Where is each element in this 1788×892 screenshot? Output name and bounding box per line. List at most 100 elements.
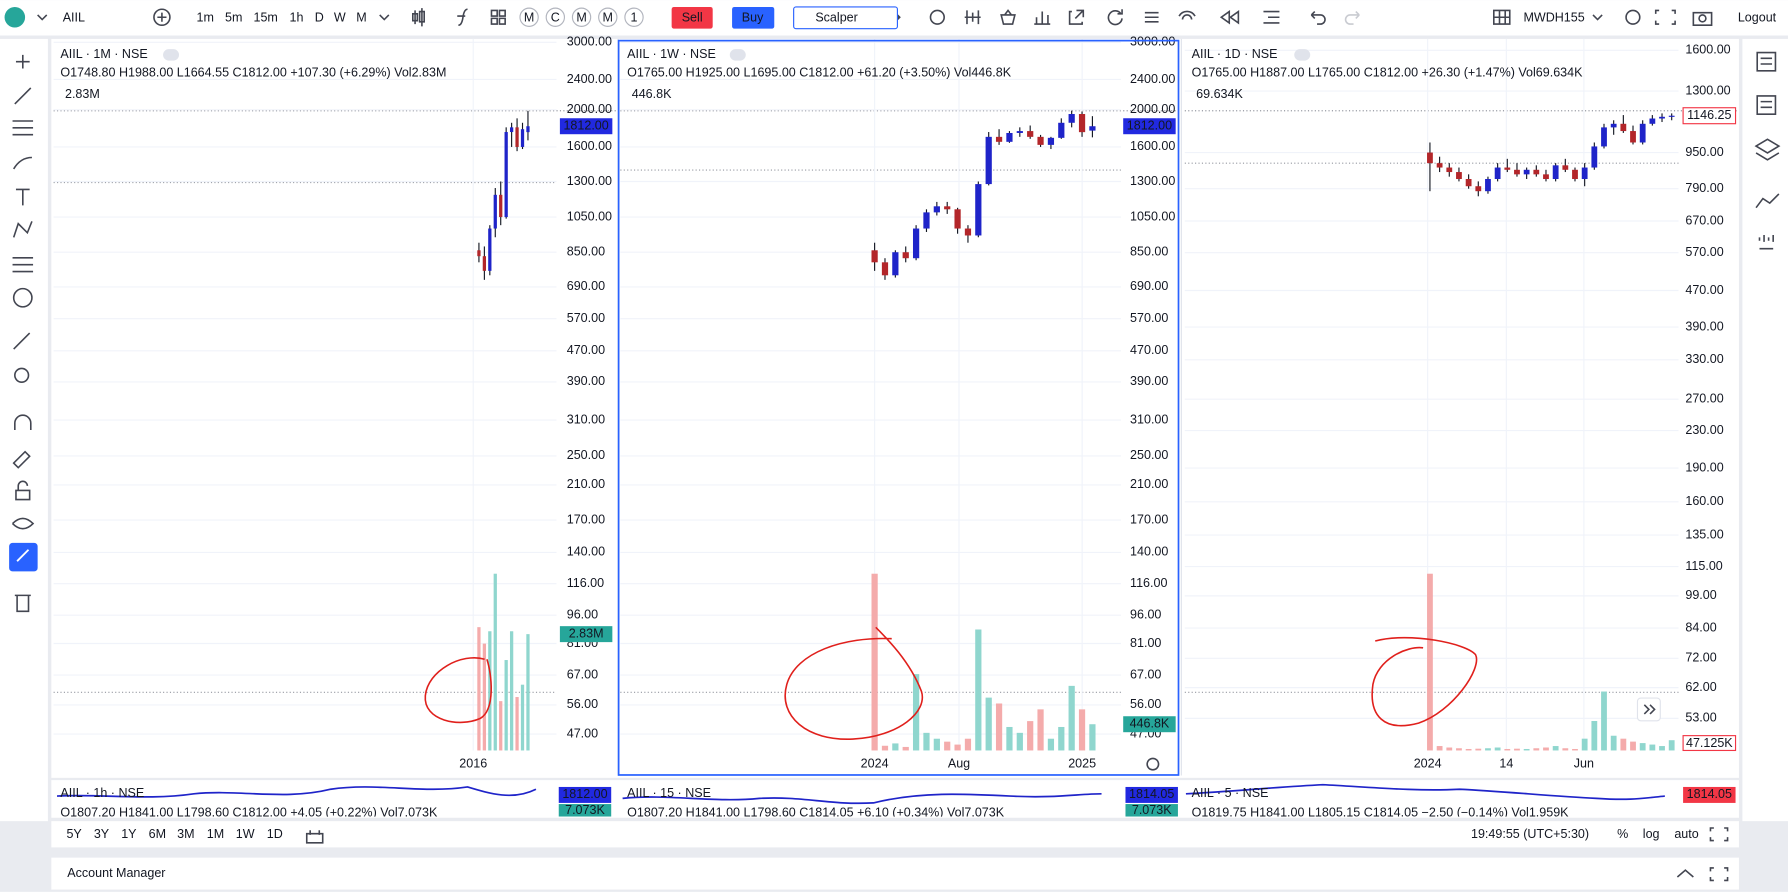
timeframe[interactable]: 15m	[253, 11, 277, 25]
fx-icon[interactable]	[457, 8, 468, 27]
layers-icon[interactable]	[1754, 138, 1781, 161]
range-button[interactable]: 1W	[236, 827, 255, 841]
timeframe[interactable]: M	[356, 11, 366, 25]
settings-icon[interactable]	[1146, 757, 1160, 771]
brush-tool[interactable]	[12, 156, 32, 170]
magnet-tool[interactable]	[14, 414, 32, 431]
maximize-icon[interactable]	[1709, 867, 1729, 882]
legend-toggle[interactable]	[1294, 49, 1311, 61]
chevron-icon[interactable]	[37, 14, 48, 21]
range-button[interactable]: 1D	[267, 827, 283, 841]
compare-icon[interactable]	[964, 10, 981, 25]
percent-toggle[interactable]: %	[1617, 827, 1628, 841]
hand-circle	[1371, 636, 1478, 727]
logout[interactable]: Logout	[1738, 11, 1777, 25]
y-tick-label: 330.00	[1685, 352, 1723, 366]
add-icon-cross	[157, 12, 167, 22]
chevron-icon[interactable]	[1592, 14, 1603, 21]
ruler-tool[interactable]	[13, 332, 31, 350]
indicator-pill[interactable]	[624, 7, 644, 27]
timeframe[interactable]: W	[334, 11, 346, 25]
emoji-tool[interactable]	[12, 287, 33, 308]
mini-title: AIIL · 1h · NSE	[60, 786, 144, 800]
buy-button[interactable]	[732, 6, 775, 29]
sync-tool-active[interactable]	[9, 542, 38, 572]
candle-body	[1649, 118, 1656, 124]
y-tick-label: 850.00	[567, 245, 605, 259]
undo-icon[interactable]	[1310, 10, 1326, 25]
y-tick-label: 210.00	[1130, 477, 1168, 491]
trash-tool[interactable]	[14, 594, 31, 613]
measure-tool[interactable]	[12, 257, 34, 273]
trend-icon[interactable]	[1755, 193, 1780, 209]
watchlist-icon[interactable]	[1756, 51, 1777, 72]
y-tick-label: 1600.00	[567, 139, 612, 153]
indicator-pill[interactable]	[598, 7, 618, 27]
range-button[interactable]: 3M	[177, 827, 194, 841]
rewind-icon[interactable]	[1219, 9, 1240, 25]
candle-type-icon[interactable]	[411, 8, 425, 27]
camera-icon[interactable]	[1692, 11, 1713, 27]
refresh-icon[interactable]	[1107, 9, 1123, 26]
news-icon[interactable]	[1756, 95, 1777, 115]
gear-icon[interactable]	[1625, 9, 1641, 25]
collapse-icon[interactable]	[1676, 869, 1694, 878]
alarm-icon[interactable]	[929, 9, 945, 25]
legend-toggle[interactable]	[729, 49, 746, 61]
pattern-tool[interactable]	[12, 221, 33, 238]
calendar-icon[interactable]	[305, 830, 324, 844]
add-icon[interactable]	[153, 8, 171, 27]
indicator-pill[interactable]	[519, 7, 539, 27]
redo-icon[interactable]	[1344, 10, 1360, 25]
bottom-tag: 47.125K	[1686, 736, 1733, 750]
legend-toggle[interactable]	[163, 49, 180, 61]
crosshair-tool[interactable]	[15, 54, 30, 69]
timeframe[interactable]: 5m	[225, 11, 242, 25]
dots-icon[interactable]	[1758, 235, 1774, 250]
account-manager[interactable]: Account Manager	[67, 866, 165, 880]
left-toolbar	[0, 38, 48, 822]
account[interactable]: MWDH155	[1523, 11, 1584, 25]
log-toggle[interactable]: log	[1643, 827, 1660, 841]
volume-bar	[520, 684, 525, 751]
scalper-button[interactable]	[793, 6, 898, 30]
popout-icon[interactable]	[1068, 9, 1085, 25]
panel-title: AIIL · 1W · NSE	[627, 47, 716, 61]
lock-draw-tool[interactable]	[12, 450, 31, 469]
menu-icon[interactable]	[1263, 10, 1280, 24]
grid-icon[interactable]	[1493, 9, 1511, 25]
signal-icon[interactable]	[1178, 10, 1196, 20]
range-button[interactable]: 5Y	[66, 827, 82, 841]
indicator-pill[interactable]	[571, 7, 592, 27]
fib-tool[interactable]	[12, 120, 34, 136]
candle-body	[1089, 126, 1096, 131]
layout-icon[interactable]	[490, 9, 506, 25]
price-tag: 1812.00	[563, 119, 608, 133]
y-tick-label: 62.00	[1685, 680, 1716, 694]
expand-icon[interactable]	[1709, 827, 1729, 842]
y-tick-label: 390.00	[1685, 319, 1723, 333]
lock-tool[interactable]	[15, 480, 31, 501]
bars-icon[interactable]	[1034, 11, 1051, 25]
logo[interactable]	[4, 6, 26, 28]
range-button[interactable]: 1M	[207, 827, 224, 841]
timeframe[interactable]: D	[315, 11, 324, 25]
timeframe[interactable]: 1m	[197, 11, 214, 25]
chevron-icon[interactable]	[379, 14, 390, 21]
volume-bar	[1639, 743, 1646, 751]
fullscreen-icon[interactable]	[1654, 9, 1676, 25]
line-tool[interactable]	[14, 87, 32, 105]
indicator-pill[interactable]	[545, 7, 566, 27]
range-button[interactable]: 1Y	[121, 827, 137, 841]
text-tool[interactable]	[15, 188, 30, 206]
zoom-tool[interactable]	[14, 367, 30, 383]
basket-icon[interactable]	[1000, 9, 1016, 25]
sell-button[interactable]	[671, 6, 713, 29]
y-tick-label: 850.00	[1130, 245, 1168, 259]
settings-list-icon[interactable]	[1144, 11, 1159, 23]
auto-toggle[interactable]: auto	[1674, 827, 1698, 841]
range-button[interactable]: 3Y	[94, 827, 110, 841]
timeframe[interactable]: 1h	[290, 11, 304, 25]
range-button[interactable]: 6M	[149, 827, 166, 841]
eye-tool[interactable]	[11, 517, 35, 530]
